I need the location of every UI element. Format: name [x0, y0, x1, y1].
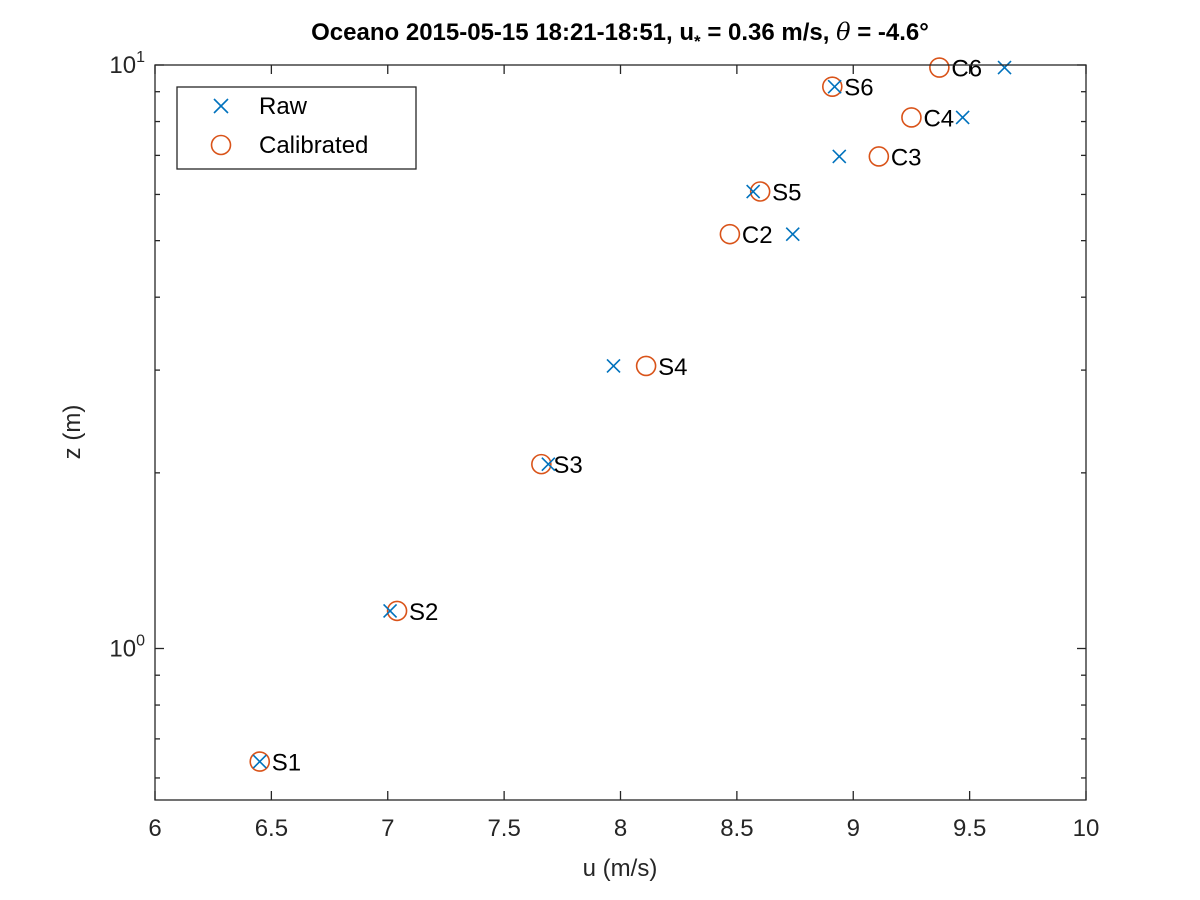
point-label: C2 — [742, 222, 773, 249]
point-label: S5 — [772, 180, 801, 207]
x-tick-label: 8 — [614, 815, 627, 842]
raw-point — [827, 79, 842, 94]
raw-point — [606, 358, 621, 373]
raw-point — [383, 603, 398, 618]
calibrated-point — [868, 146, 890, 167]
calibrated-point — [386, 600, 408, 622]
tick-marks — [154, 64, 1087, 800]
y-tick-label: 101 — [109, 49, 145, 79]
legend-raw-label: Raw — [259, 93, 308, 120]
raw-point — [832, 149, 847, 164]
y-axis-label: z (m) — [59, 405, 86, 460]
point-label: C6 — [951, 56, 982, 83]
calibrated-point — [749, 181, 771, 202]
legend: Raw Calibrated — [176, 86, 417, 170]
point-label: S2 — [409, 599, 438, 626]
x-tick-label: 9 — [847, 815, 860, 842]
chart-title: Oceano 2015-05-15 18:21-18:51, u* = 0.36… — [311, 18, 929, 51]
raw-point — [785, 227, 800, 242]
raw-point — [997, 60, 1012, 75]
legend-calibrated-label: Calibrated — [259, 132, 368, 159]
calibrated-point — [822, 76, 843, 97]
x-tick-labels: 6 6.5 7 7.5 8 8.5 9 9.5 10 — [148, 815, 1099, 842]
calibrated-point — [249, 751, 271, 772]
legend-raw-marker — [213, 98, 229, 114]
point-label: C4 — [923, 105, 954, 132]
point-label: C3 — [891, 144, 922, 171]
point-label: S3 — [553, 452, 582, 479]
calibrated-point — [901, 107, 922, 128]
calibrated-point — [635, 355, 657, 377]
x-tick-label: 6 — [148, 815, 161, 842]
point-label: S1 — [272, 750, 301, 777]
x-tick-label: 8.5 — [720, 815, 753, 842]
legend-box — [176, 86, 417, 170]
raw-point — [252, 754, 267, 769]
x-axis-label: u (m/s) — [583, 855, 658, 882]
legend-calibrated-marker — [210, 134, 232, 156]
raw-point — [955, 110, 970, 125]
x-tick-label: 7.5 — [487, 815, 520, 842]
calibrated-point — [719, 223, 741, 245]
x-tick-label: 6.5 — [255, 815, 288, 842]
raw-point — [746, 184, 761, 199]
point-label: S6 — [844, 75, 873, 102]
y-tick-labels: 100 101 — [109, 49, 145, 663]
raw-point — [541, 457, 556, 472]
x-tick-label: 7 — [381, 815, 394, 842]
x-tick-label: 9.5 — [953, 815, 986, 842]
plot-area-frame — [154, 64, 1087, 801]
calibrated-point — [929, 57, 950, 78]
point-label: S4 — [658, 354, 687, 381]
x-tick-label: 10 — [1073, 815, 1100, 842]
calibrated-point — [531, 453, 552, 475]
y-tick-label: 100 — [109, 633, 145, 663]
data-points — [249, 57, 1012, 772]
